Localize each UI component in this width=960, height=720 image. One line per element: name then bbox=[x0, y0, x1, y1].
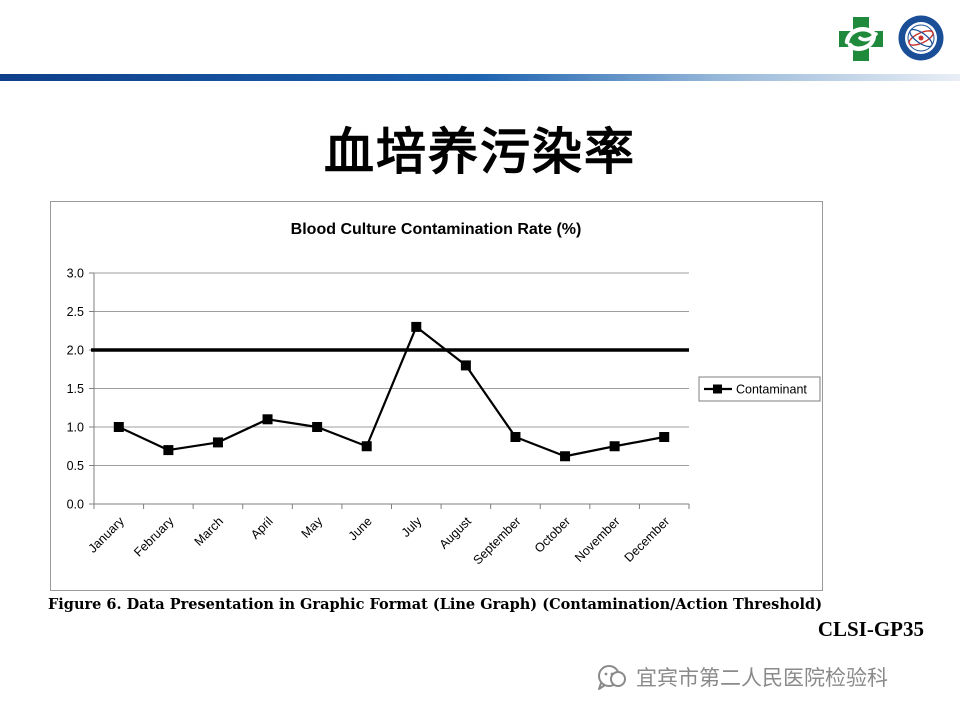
data-point-marker bbox=[411, 321, 422, 332]
hospital-logo-icon bbox=[839, 17, 883, 61]
data-point-marker bbox=[460, 360, 471, 371]
legend-swatch-marker bbox=[713, 384, 722, 394]
university-seal-icon bbox=[898, 15, 944, 61]
wechat-icon bbox=[598, 665, 626, 690]
data-point-marker bbox=[163, 445, 174, 456]
data-point-marker bbox=[560, 451, 571, 462]
watermark-text: 宜宾市第二人民医院检验科 bbox=[636, 666, 888, 690]
x-tick-label: November bbox=[572, 514, 623, 565]
header-band bbox=[0, 74, 960, 81]
source-label: CLSI-GP35 bbox=[817, 617, 924, 641]
data-point-marker bbox=[113, 422, 124, 432]
y-tick-label: 3.0 bbox=[67, 267, 84, 281]
y-tick-label: 2.0 bbox=[67, 344, 84, 358]
y-tick-label: 0.5 bbox=[67, 459, 84, 473]
x-tick-label: February bbox=[131, 514, 177, 560]
y-tick-label: 0.0 bbox=[67, 498, 84, 512]
chart-frame bbox=[50, 201, 823, 591]
figure-caption: Figure 6. Data Presentation in Graphic F… bbox=[48, 596, 823, 613]
data-point-marker bbox=[312, 422, 323, 432]
y-tick-label: 1.0 bbox=[67, 421, 84, 435]
y-tick-label: 2.5 bbox=[67, 305, 84, 319]
slide-title: 血培养污染率 bbox=[324, 123, 636, 181]
x-tick-label: June bbox=[346, 514, 375, 543]
data-point-marker bbox=[659, 432, 670, 443]
x-tick-label: April bbox=[248, 514, 276, 542]
data-point-marker bbox=[609, 441, 620, 452]
x-tick-label: May bbox=[299, 514, 326, 541]
data-point-marker bbox=[212, 437, 223, 448]
legend-label: Contaminant bbox=[736, 383, 807, 397]
x-tick-label: August bbox=[437, 514, 475, 552]
data-point-marker bbox=[361, 441, 372, 452]
watermark: 宜宾市第二人民医院检验科 bbox=[596, 660, 888, 694]
x-tick-label: September bbox=[470, 514, 523, 567]
data-point-marker bbox=[262, 414, 273, 425]
x-tick-label: December bbox=[622, 514, 673, 565]
x-tick-label: January bbox=[86, 514, 128, 556]
data-point-marker bbox=[510, 432, 521, 443]
x-tick-label: October bbox=[532, 514, 573, 555]
x-tick-label: March bbox=[192, 514, 226, 548]
series-line-contaminant bbox=[118, 325, 665, 458]
chart-title: Blood Culture Contamination Rate (%) bbox=[291, 221, 582, 238]
x-tick-label: July bbox=[399, 514, 425, 540]
y-tick-label: 1.5 bbox=[67, 382, 84, 396]
